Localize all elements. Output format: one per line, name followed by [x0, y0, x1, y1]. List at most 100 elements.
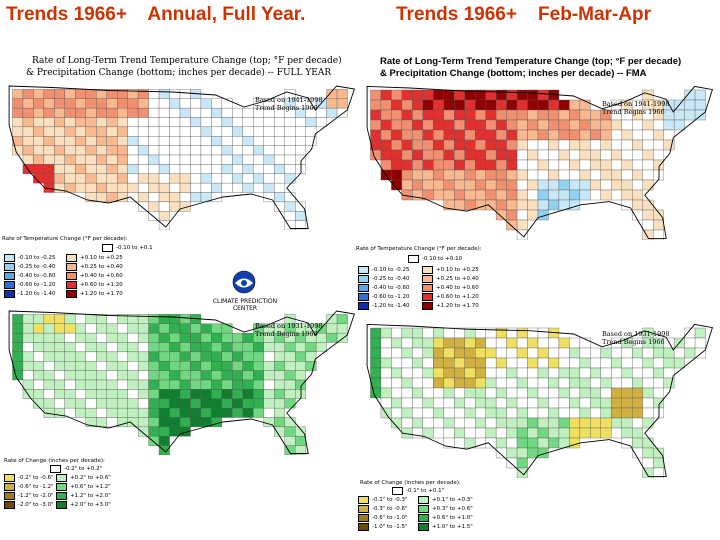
climate-division — [169, 351, 181, 362]
climate-division — [464, 377, 476, 389]
climate-division — [85, 126, 97, 137]
climate-division — [527, 149, 539, 161]
annual-precip-legend: Rate of Change (inches per decade): -0.2… — [2, 458, 232, 522]
climate-division — [221, 379, 233, 390]
climate-division — [106, 351, 118, 362]
climate-division — [137, 426, 149, 437]
climate-division — [590, 377, 601, 389]
climate-division — [495, 169, 507, 181]
climate-division — [464, 189, 476, 201]
climate-division — [537, 179, 549, 191]
climate-division — [391, 149, 403, 161]
climate-division — [242, 173, 254, 184]
climate-division — [380, 109, 392, 121]
legend-label: -0.60 to -1.20 — [18, 282, 56, 288]
climate-division — [558, 109, 570, 121]
climate-division — [506, 219, 518, 231]
climate-division — [211, 332, 223, 343]
climate-division — [632, 209, 643, 221]
climate-division — [464, 159, 476, 171]
annual-precip-dry-legend-item: -1.2" to -2.0" — [4, 492, 54, 500]
climate-division — [179, 398, 191, 409]
climate-division — [274, 342, 285, 353]
annual-temp-based-on: Based on 1941-1998 Trend Begins 1966 — [255, 96, 323, 112]
climate-division — [200, 182, 212, 193]
climate-division — [527, 89, 539, 101]
climate-division — [33, 332, 45, 343]
fma-temperature-map — [366, 85, 713, 240]
climate-division — [516, 189, 528, 201]
climate-division — [117, 342, 128, 353]
climate-division — [75, 173, 86, 184]
climate-division — [611, 129, 622, 141]
climate-division — [516, 377, 528, 389]
climate-division — [621, 149, 633, 161]
climate-division — [117, 351, 128, 362]
climate-division — [433, 139, 444, 151]
climate-division — [43, 398, 55, 409]
climate-division — [527, 377, 539, 389]
climate-division — [569, 179, 581, 191]
climate-division — [464, 179, 476, 191]
climate-division — [537, 139, 549, 151]
climate-division — [127, 389, 139, 399]
climate-division — [422, 159, 434, 171]
climate-division — [464, 109, 476, 121]
climate-division — [43, 154, 55, 165]
climate-division — [137, 145, 149, 156]
climate-division — [64, 361, 76, 371]
climate-division — [22, 332, 34, 343]
climate-division — [558, 189, 570, 201]
climate-division — [54, 89, 65, 99]
climate-division — [54, 107, 65, 118]
climate-division — [516, 367, 528, 379]
climate-division — [96, 379, 107, 390]
climate-division — [33, 389, 45, 399]
climate-division — [537, 437, 549, 449]
climate-division — [169, 323, 181, 334]
climate-division — [454, 327, 465, 339]
climate-division — [179, 173, 191, 184]
climate-division — [464, 119, 476, 131]
climate-division — [43, 89, 55, 99]
fma-temp-legend-neutral: -0.10 to +0.10 — [408, 255, 462, 263]
climate-division — [148, 332, 160, 343]
climate-division — [401, 377, 413, 389]
fma-temp-based-on: Based on 1941-1998 Trend Begins 1966 — [602, 100, 670, 116]
climate-division — [127, 407, 139, 418]
climate-division — [558, 139, 570, 151]
climate-division — [54, 370, 65, 381]
climate-division — [253, 361, 264, 371]
climate-division — [137, 398, 149, 409]
climate-division — [495, 337, 507, 349]
climate-division — [200, 136, 212, 146]
climate-division — [169, 98, 181, 109]
climate-division — [137, 154, 149, 165]
climate-division — [443, 397, 455, 409]
climate-division — [148, 379, 160, 390]
climate-division — [412, 377, 423, 389]
climate-division — [653, 149, 664, 161]
climate-division — [54, 182, 65, 193]
legend-label: +0.60 to +1.20 — [436, 294, 479, 300]
annual-temp-cool-legend-item: -0.60 to -1.20 — [4, 281, 55, 289]
climate-division — [611, 149, 622, 161]
climate-division — [117, 164, 128, 174]
legend-label: -2.0" to -3.0" — [18, 502, 54, 508]
climate-division — [232, 145, 243, 156]
climate-division — [401, 417, 413, 429]
climate-division — [284, 379, 296, 390]
climate-division — [54, 98, 65, 109]
climate-division — [295, 436, 306, 446]
annual-temp-warm-legend-item: +0.25 to +0.40 — [66, 263, 123, 271]
climate-division — [611, 189, 622, 201]
climate-division — [475, 189, 486, 201]
climate-division — [158, 136, 170, 146]
climate-division — [211, 164, 223, 174]
climate-division — [96, 314, 107, 324]
climate-division — [253, 136, 264, 146]
climate-division — [326, 323, 338, 334]
climate-division — [211, 126, 223, 137]
climate-division — [242, 407, 254, 418]
climate-division — [179, 145, 191, 156]
